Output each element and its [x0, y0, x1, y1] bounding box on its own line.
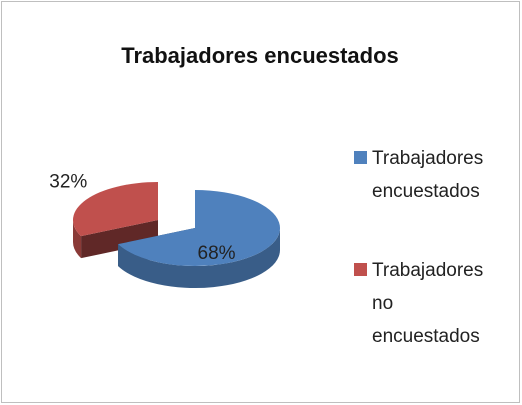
slice-wall: [118, 228, 281, 288]
legend-label: Trabajadores no encuestados: [372, 260, 484, 347]
slice-top: [118, 190, 281, 266]
data-label: 32%: [49, 172, 87, 193]
legend-swatch: [354, 151, 367, 164]
legend-item: Trabajadores no encuestados: [354, 254, 494, 353]
legend-label: Trabajadores encuestados: [372, 148, 484, 202]
slice-wall: [73, 220, 82, 259]
pie-slice: [118, 190, 281, 288]
chart-title: Trabajadores encuestados: [121, 43, 399, 68]
slice-top: [72, 182, 158, 237]
slice-side: [81, 220, 158, 259]
data-label: 68%: [198, 243, 236, 264]
legend-item: Trabajadores encuestados: [354, 142, 494, 208]
pie-slice: [72, 182, 158, 259]
legend-swatch: [354, 263, 367, 276]
